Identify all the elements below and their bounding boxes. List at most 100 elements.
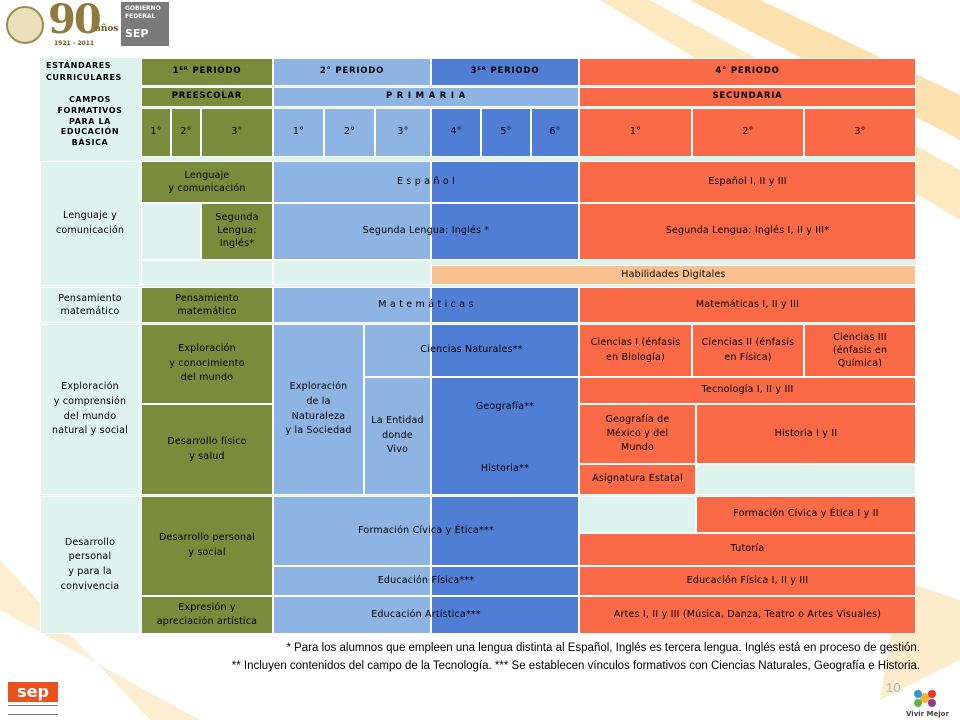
row-header-campos-label: CAMPOS FORMATIVOS PARA LA EDUCACIÓN BÁSI… bbox=[57, 95, 123, 148]
geografia-mexico-label: Geografía de México y del Mundo bbox=[605, 414, 670, 453]
anniversary-number: 90 bbox=[48, 0, 102, 43]
prim-exploracion-label: Exploración de la Naturaleza y la Socied… bbox=[285, 381, 352, 437]
formacion-civica: Formación Cívica y Ética*** bbox=[273, 496, 579, 566]
asignatura-estatal-label: Asignatura Estatal bbox=[592, 473, 683, 485]
segunda-sec-label: Segunda Lengua: Inglés I, II y III* bbox=[665, 225, 830, 237]
ciencias-3: Ciencias III (énfasis en Química) bbox=[804, 324, 916, 377]
grade-label: 5° bbox=[500, 126, 512, 138]
footnote-2: ** Incluyen contenidos del campo de la T… bbox=[231, 660, 920, 672]
espanol-sec-label: Español I, II y III bbox=[708, 175, 787, 187]
asignatura-empty bbox=[696, 464, 916, 495]
segunda-prim: Segunda Lengua: Inglés * bbox=[273, 203, 579, 260]
ed-fisica-right bbox=[431, 566, 579, 596]
nivel-primaria: P R I M A R I A bbox=[273, 87, 579, 107]
grade-cell: 6° bbox=[531, 108, 579, 157]
sep-footer-logo-text: sep bbox=[8, 682, 58, 702]
habilidades-digitales-label: Habilidades Digitales bbox=[621, 268, 726, 280]
pre-segunda-empty bbox=[141, 203, 201, 260]
footnote-1: * Para los alumnos que empleen una lengu… bbox=[286, 642, 920, 654]
row-header-estandares-label: ESTÁNDARES CURRICULARES bbox=[46, 60, 122, 82]
periodo-2-label: 2° PERIODO bbox=[319, 66, 385, 77]
espanol-prim-left bbox=[273, 161, 431, 203]
artes-sec-label: Artes I, II y III (Música, Danza, Teatro… bbox=[613, 608, 882, 620]
habilidades-empty-2 bbox=[273, 260, 431, 285]
pre-expresion: Expresión y apreciación artística bbox=[141, 596, 273, 634]
educacion-fisica: Educación Física*** bbox=[273, 566, 579, 596]
grade-label: 1° bbox=[629, 126, 642, 138]
la-entidad-label: La Entidad donde Vivo bbox=[371, 414, 424, 456]
matematicas-left bbox=[273, 287, 431, 323]
header-logos: 90 años 1921 - 2011 GOBIERNO FEDERAL SEP bbox=[0, 0, 170, 50]
sep-footer-logo: sep bbox=[8, 682, 58, 718]
segunda-prim-label: Segunda Lengua: Inglés * bbox=[362, 225, 490, 237]
pre-exploracion-label: Exploración y conocimiento del mundo bbox=[169, 342, 245, 384]
sep-footer-lines-icon bbox=[8, 705, 58, 715]
grade-cell: 2° bbox=[324, 108, 375, 157]
grade-cell: 5° bbox=[481, 108, 531, 157]
espanol-prim: E s p a ñ o l bbox=[273, 161, 579, 203]
grade-label: 3° bbox=[854, 126, 866, 138]
matematicas-prim-label: M a t e m á t i c a s bbox=[378, 298, 474, 310]
pre-desarrollo-personal-label: Desarrollo personal y social bbox=[158, 532, 256, 558]
tutoria: Tutoría bbox=[579, 533, 916, 566]
matematicas-prim: M a t e m á t i c a s bbox=[273, 287, 579, 323]
formacion-sec-empty bbox=[579, 496, 696, 533]
matematicas-sec-label: Matemáticas I, II y III bbox=[695, 298, 800, 310]
matematicas-sec: Matemáticas I, II y III bbox=[579, 287, 916, 323]
geografia-prim-label: Geografía** bbox=[475, 400, 535, 412]
grade-cell: 1° bbox=[579, 108, 692, 157]
nivel-primaria-label: P R I M A R I A bbox=[386, 91, 466, 102]
grade-cell: 1° bbox=[141, 108, 171, 157]
periodo-1-label: 1ᴱᴿ PERIODO bbox=[172, 66, 242, 77]
nivel-preescolar: PREESCOLAR bbox=[141, 87, 273, 107]
ciencias-3-label: Ciencias III (énfasis en Química) bbox=[832, 331, 888, 370]
grade-cell: 2° bbox=[692, 108, 804, 157]
grade-label: 1° bbox=[292, 126, 305, 138]
anniversary-years: 1921 - 2011 bbox=[54, 40, 95, 47]
grade-cell: 2° bbox=[171, 108, 201, 157]
ciencias-2: Ciencias II (énfasis en Física) bbox=[692, 324, 804, 377]
educacion-fisica-label: Educación Física*** bbox=[377, 574, 475, 586]
tecnologia: Tecnología I, II y III bbox=[579, 377, 916, 404]
vivir-mejor-flower-icon bbox=[914, 690, 936, 707]
geografia-mexico: Geografía de México y del Mundo bbox=[579, 404, 696, 464]
pre-desarrollo-personal: Desarrollo personal y social bbox=[141, 496, 273, 596]
campo-exploracion-label: Exploración y comprensión del mundo natu… bbox=[52, 381, 128, 437]
row-header-estandares: ESTÁNDARES CURRICULARES bbox=[40, 58, 140, 86]
grade-label: 4° bbox=[450, 126, 462, 138]
ciencias-naturales-label: Ciencias Naturales** bbox=[420, 344, 523, 356]
pre-desarrollo-fisico: Desarrollo físico y salud bbox=[141, 404, 273, 495]
formacion-civica-label: Formación Cívica y Ética*** bbox=[358, 524, 494, 536]
campo-pensamiento-label: Pensamiento matemático bbox=[58, 292, 122, 317]
campo-lenguaje: Lenguaje y comunicación bbox=[40, 161, 140, 286]
ciencias-1-label: Ciencias I (énfasis en Biología) bbox=[590, 336, 681, 363]
historia-prim: Historia** bbox=[431, 459, 579, 479]
grade-label: 3° bbox=[397, 126, 409, 138]
pre-segunda-label: Segunda Lengua: Inglés* bbox=[215, 212, 259, 249]
geografia-historia bbox=[431, 377, 579, 495]
nivel-preescolar-label: PREESCOLAR bbox=[171, 91, 243, 102]
grade-cell: 3° bbox=[201, 108, 273, 157]
page-number: 10 bbox=[886, 680, 901, 695]
row-header-campos: CAMPOS FORMATIVOS PARA LA EDUCACIÓN BÁSI… bbox=[40, 87, 140, 157]
periodo-4-label: 4° PERIODO bbox=[715, 66, 780, 77]
tecnologia-label: Tecnología I, II y III bbox=[701, 384, 794, 396]
gov-line1: GOBIERNO bbox=[125, 5, 161, 12]
sep-text: SEP bbox=[125, 27, 149, 40]
segunda-sec: Segunda Lengua: Inglés I, II y III* bbox=[579, 203, 916, 260]
grade-cell: 4° bbox=[431, 108, 481, 157]
ciencias-2-label: Ciencias II (énfasis en Física) bbox=[701, 336, 795, 363]
grade-label: 6° bbox=[549, 126, 561, 138]
grade-label: 2° bbox=[180, 126, 192, 138]
ciencias-naturales-right bbox=[431, 324, 579, 377]
grade-label: 2° bbox=[742, 126, 754, 138]
campo-desarrollo-label: Desarrollo personal y para la convivenci… bbox=[60, 536, 120, 592]
ciencias-naturales-left bbox=[364, 324, 431, 377]
habilidades-digitales: Habilidades Digitales bbox=[431, 265, 916, 285]
pre-desarrollo-fisico-label: Desarrollo físico y salud bbox=[167, 435, 247, 462]
ed-fisica-left bbox=[273, 566, 431, 596]
matematicas-right bbox=[431, 287, 579, 323]
pre-segunda: Segunda Lengua: Inglés* bbox=[201, 203, 273, 260]
ciencias-1: Ciencias I (énfasis en Biología) bbox=[579, 324, 692, 377]
prim-exploracion: Exploración de la Naturaleza y la Socied… bbox=[273, 324, 364, 495]
